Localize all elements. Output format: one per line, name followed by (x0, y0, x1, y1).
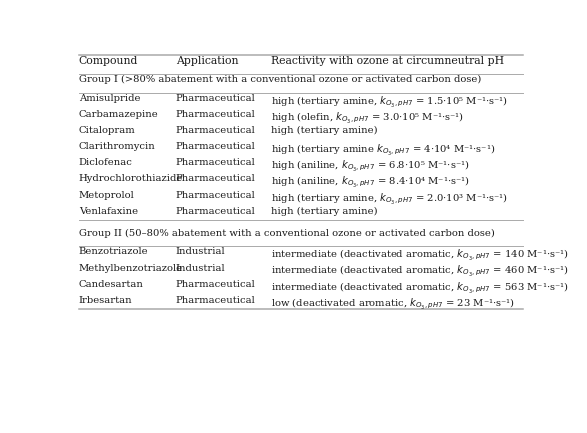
Text: Compound: Compound (79, 56, 138, 66)
Text: Group II (50–80% abatement with a conventional ozone or activated carbon dose): Group II (50–80% abatement with a conven… (79, 229, 495, 238)
Text: Industrial: Industrial (176, 247, 225, 256)
Text: intermediate (deactivated aromatic, $k_{O_3,pH7}$ = 460 M⁻¹·s⁻¹): intermediate (deactivated aromatic, $k_{… (271, 264, 569, 278)
Text: Pharmaceutical: Pharmaceutical (176, 94, 255, 103)
Text: Amisulpride: Amisulpride (79, 94, 140, 103)
Text: Group I (>80% abatement with a conventional ozone or activated carbon dose): Group I (>80% abatement with a conventio… (79, 75, 481, 84)
Text: high (tertiary amine $k_{O_3,pH7}$ = 4·10⁴ M⁻¹·s⁻¹): high (tertiary amine $k_{O_3,pH7}$ = 4·1… (271, 142, 495, 157)
Text: Diclofenac: Diclofenac (79, 158, 133, 167)
Text: Hydrochlorothiazide: Hydrochlorothiazide (79, 174, 183, 184)
Text: intermediate (deactivated aromatic, $k_{O_3,pH7}$ = 140 M⁻¹·s⁻¹): intermediate (deactivated aromatic, $k_{… (271, 247, 569, 262)
Text: high (tertiary amine): high (tertiary amine) (271, 207, 378, 216)
Text: intermediate (deactivated aromatic, $k_{O_3,pH7}$ = 563 M⁻¹·s⁻¹): intermediate (deactivated aromatic, $k_{… (271, 280, 569, 295)
Text: Irbesartan: Irbesartan (79, 296, 133, 305)
Text: high (aniline, $k_{O_3,pH7}$ = 6.8·10⁵ M⁻¹·s⁻¹): high (aniline, $k_{O_3,pH7}$ = 6.8·10⁵ M… (271, 158, 470, 173)
Text: Carbamazepine: Carbamazepine (79, 110, 158, 119)
Text: high (aniline, $k_{O_3,pH7}$ = 8.4·10⁴ M⁻¹·s⁻¹): high (aniline, $k_{O_3,pH7}$ = 8.4·10⁴ M… (271, 174, 470, 189)
Text: Pharmaceutical: Pharmaceutical (176, 207, 255, 216)
Text: Venlafaxine: Venlafaxine (79, 207, 138, 216)
Text: Benzotriazole: Benzotriazole (79, 247, 149, 256)
Text: Metoprolol: Metoprolol (79, 191, 134, 200)
Text: Methylbenzotriazole: Methylbenzotriazole (79, 264, 183, 273)
Text: Pharmaceutical: Pharmaceutical (176, 280, 255, 289)
Text: Candesartan: Candesartan (79, 280, 144, 289)
Text: high (tertiary amine, $k_{O_3,pH7}$ = 1.5·10⁵ M⁻¹·s⁻¹): high (tertiary amine, $k_{O_3,pH7}$ = 1.… (271, 94, 508, 109)
Text: Pharmaceutical: Pharmaceutical (176, 174, 255, 184)
Text: Reactivity with ozone at circumneutral pH: Reactivity with ozone at circumneutral p… (271, 56, 504, 66)
Text: Industrial: Industrial (176, 264, 225, 273)
Text: Pharmaceutical: Pharmaceutical (176, 296, 255, 305)
Text: high (tertiary amine): high (tertiary amine) (271, 126, 378, 135)
Text: high (tertiary amine, $k_{O_3,pH7}$ = 2.0·10³ M⁻¹·s⁻¹): high (tertiary amine, $k_{O_3,pH7}$ = 2.… (271, 191, 508, 206)
Text: Application: Application (176, 56, 238, 66)
Text: Pharmaceutical: Pharmaceutical (176, 142, 255, 151)
Text: Pharmaceutical: Pharmaceutical (176, 158, 255, 167)
Text: Clarithromycin: Clarithromycin (79, 142, 156, 151)
Text: Pharmaceutical: Pharmaceutical (176, 191, 255, 200)
Text: low (deactivated aromatic, $k_{O_3,pH7}$ = 23 M⁻¹·s⁻¹): low (deactivated aromatic, $k_{O_3,pH7}$… (271, 296, 515, 311)
Text: Citalopram: Citalopram (79, 126, 136, 135)
Text: high (olefin, $k_{O_3,pH7}$ = 3.0·10⁵ M⁻¹·s⁻¹): high (olefin, $k_{O_3,pH7}$ = 3.0·10⁵ M⁻… (271, 110, 464, 125)
Text: Pharmaceutical: Pharmaceutical (176, 126, 255, 135)
Text: Pharmaceutical: Pharmaceutical (176, 110, 255, 119)
